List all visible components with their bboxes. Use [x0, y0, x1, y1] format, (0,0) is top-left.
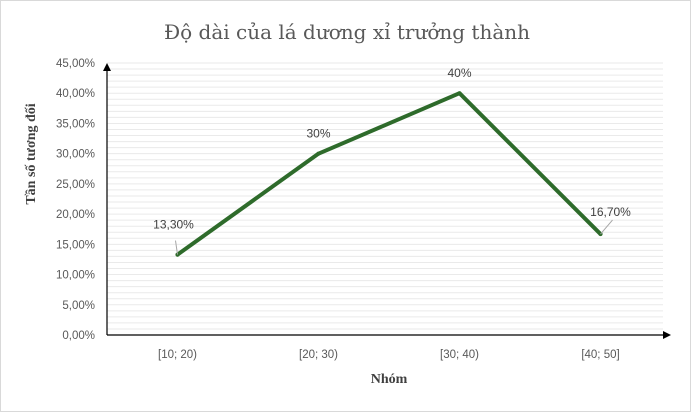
x-tick-label: [40; 50] [581, 349, 619, 361]
data-label: 40% [447, 66, 471, 80]
y-axis-arrow [103, 63, 111, 71]
data-label: 13,30% [153, 218, 194, 232]
y-tick-label: 15,00% [56, 239, 95, 251]
series-polyline [175, 91, 603, 257]
y-axis-title: Tần số tương đối [24, 103, 39, 204]
x-tick-labels: [10; 20) [20; 30) [30; 40) [40; 50] [158, 349, 620, 361]
grid-lines [107, 62, 663, 330]
y-tick-label: 25,00% [56, 179, 95, 191]
chart-title: Độ dài của lá dương xỉ trưởng thành [164, 20, 530, 44]
data-label: 16,70% [590, 205, 631, 219]
y-tick-label: 40,00% [56, 88, 95, 100]
y-tick-label: 35,00% [56, 118, 95, 130]
data-labels: 13,30% 30% 40% 16,70% [153, 66, 631, 255]
y-tick-labels: 0,00% 5,00% 10,00% 15,00% 20,00% 25,00% 30,00%… [56, 58, 95, 342]
y-tick-label: 20,00% [56, 209, 95, 221]
y-tick-label: 30,00% [56, 149, 95, 161]
data-point [457, 91, 462, 96]
label-leader-line [600, 219, 613, 235]
x-axis-arrow [663, 331, 671, 339]
axes [103, 63, 671, 339]
y-tick-label: 0,00% [62, 330, 95, 342]
x-tick-label: [30; 40) [440, 349, 479, 361]
x-axis-title: Nhóm [371, 372, 408, 387]
y-tick-label: 45,00% [56, 58, 95, 70]
x-tick-label: [10; 20) [158, 349, 197, 361]
data-label: 30% [306, 127, 330, 141]
x-tick-label: [20; 30) [299, 349, 338, 361]
data-point [316, 151, 321, 156]
y-tick-label: 10,00% [56, 270, 95, 282]
label-leader-line [175, 240, 178, 255]
y-tick-label: 5,00% [62, 300, 95, 312]
